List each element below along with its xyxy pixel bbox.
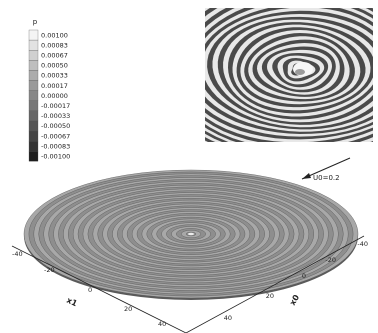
x0-tick-labels: -40 -20 0 20 40 [224, 240, 368, 322]
legend-label: 0.00017 [41, 82, 68, 90]
legend-swatch [28, 29, 39, 41]
legend-swatch [28, 60, 39, 71]
x0-axis-title: x0 [288, 293, 301, 307]
x0-tick-label: 40 [224, 314, 232, 322]
x1-axis-title: x1 [65, 296, 79, 309]
x0-axis-line [185, 235, 365, 333]
x0-tick-label: 0 [302, 272, 306, 280]
legend-swatch [28, 110, 39, 122]
legend-labels: 0.00100 0.00083 0.00067 0.00050 0.00033 0.000… [41, 31, 70, 160]
legend-swatch [28, 130, 39, 142]
legend-swatch [28, 120, 39, 132]
legend-label: 0.00000 [41, 92, 68, 100]
legend-label: 0.00033 [41, 72, 68, 80]
legend-swatches [28, 29, 39, 162]
legend-swatch [28, 50, 39, 61]
x1-axis-line [11, 245, 187, 333]
x0-tick-label: 20 [266, 292, 274, 300]
disk-surface [23, 169, 359, 300]
legend-swatch [28, 70, 39, 81]
legend-label: -0.00067 [41, 132, 70, 140]
flow-label: U0=0.2 [313, 174, 340, 182]
legend-swatch [28, 100, 39, 111]
main-surface-plot [23, 169, 359, 300]
x1-tick-label: 40 [158, 320, 166, 328]
x1-tick-labels: -40 -20 0 20 40 [12, 250, 166, 328]
x0-tick-label: -20 [325, 256, 336, 264]
x1-tick-label: 0 [88, 286, 92, 294]
legend-swatch [28, 39, 39, 51]
legend-label: 0.00050 [41, 62, 68, 70]
legend-label: 0.00067 [41, 52, 68, 60]
inset-surface-plot [205, 8, 373, 142]
legend-swatch [28, 140, 39, 152]
color-legend: p 0.001000.000830.000670.000500.000330.0… [28, 18, 70, 162]
legend-label: 0.00083 [41, 41, 68, 49]
legend-label: -0.00100 [41, 153, 70, 161]
x1-tick-label: -40 [12, 250, 23, 258]
flow-arrowhead [302, 173, 311, 179]
legend-label: -0.00050 [41, 122, 70, 130]
legend-label: -0.00033 [41, 112, 70, 120]
inset-central-shadow [295, 69, 305, 75]
inset-wave-pattern [205, 8, 373, 142]
legend-swatch [28, 151, 39, 162]
legend-label: 0.00100 [41, 31, 68, 39]
legend-label: -0.00017 [41, 102, 70, 110]
x0-tick-label: -40 [357, 240, 368, 248]
legend-swatch [28, 90, 39, 101]
x1-tick-label: 20 [124, 305, 132, 313]
flow-annotation: U0=0.2 [301, 157, 351, 182]
x1-tick-label: -20 [44, 266, 55, 274]
axes: -40 -20 0 20 40 -40 -20 0 20 40 x1 x0 [11, 235, 368, 333]
legend-label: -0.00083 [41, 142, 70, 150]
legend-title: p [33, 18, 38, 26]
disk-center [188, 232, 194, 236]
legend-swatch [28, 80, 39, 91]
